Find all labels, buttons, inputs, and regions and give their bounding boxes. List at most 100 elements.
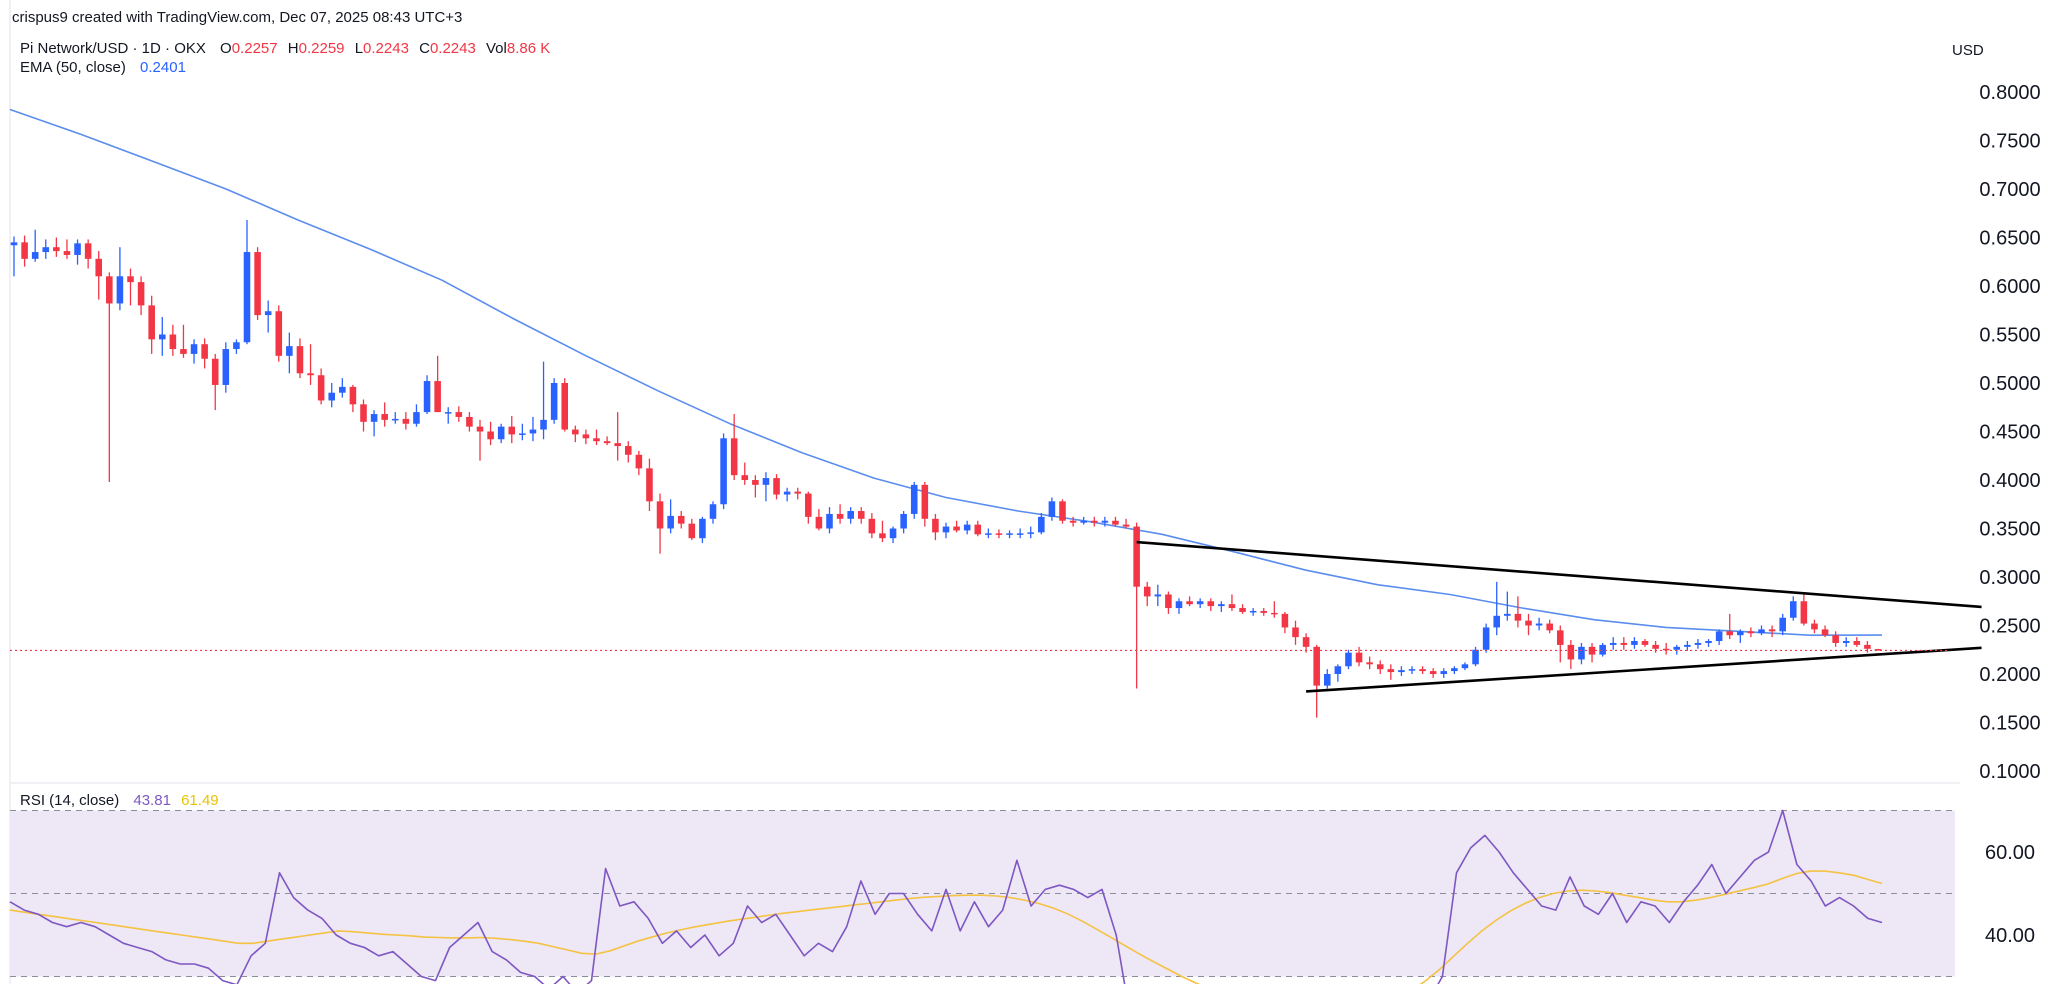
candle-body [1165, 594, 1172, 609]
candle-up [1154, 584, 1162, 607]
candle-up [1694, 639, 1702, 649]
candle-body [1461, 664, 1469, 669]
candle-down [805, 491, 812, 524]
price-tick-label: 0.6000 [1979, 276, 2040, 298]
candle-up [1196, 598, 1204, 609]
candle-down [1747, 627, 1755, 638]
lower-trendline[interactable] [1306, 646, 1982, 693]
candle-down [360, 399, 367, 432]
candle-body [21, 242, 28, 259]
candle-up [529, 416, 537, 442]
candle-body [1069, 520, 1077, 523]
candle-body [995, 533, 1003, 535]
candle-down [688, 518, 696, 541]
candle-down [402, 412, 410, 430]
candle-up [1599, 642, 1606, 657]
candle-down [127, 268, 134, 306]
candle-up [900, 511, 907, 534]
candle-up [985, 528, 992, 539]
candle-down [656, 493, 664, 554]
candle-down [1525, 613, 1532, 636]
candle-up [1504, 591, 1511, 621]
candle-down [1821, 625, 1829, 638]
candle-down [1376, 660, 1384, 674]
candle-body [1451, 668, 1458, 672]
candle-up [1631, 637, 1638, 649]
ema-label: EMA (50, close) [20, 59, 126, 76]
candle-body [1429, 671, 1437, 674]
candle-down [921, 481, 929, 527]
low-value: 0.2243 [363, 40, 409, 57]
candle-body [1641, 641, 1649, 645]
candle-body [1175, 601, 1183, 609]
candle-up [1578, 642, 1585, 665]
price-tick-label: 0.1500 [1979, 713, 2040, 735]
candle-down [211, 353, 219, 411]
candle-down [879, 520, 886, 543]
candle-body [1737, 631, 1744, 636]
upper-trendline[interactable] [1136, 540, 1982, 609]
candle-body [741, 475, 749, 480]
candle-down [1366, 656, 1373, 670]
candle-up [1535, 617, 1543, 631]
candle-down [466, 412, 473, 432]
candle-body [402, 418, 410, 424]
candle-body [805, 493, 812, 517]
ema-legend[interactable]: EMA (50, close) 0.2401 [20, 59, 186, 76]
candle-body [1864, 644, 1871, 649]
rsi-background [10, 810, 1955, 977]
candle-up [222, 342, 230, 393]
candle-body [1874, 649, 1882, 651]
candle-body [1133, 526, 1140, 587]
candle-body [349, 386, 357, 405]
candle-down [1292, 620, 1299, 645]
candle-down [169, 324, 177, 356]
candle-up [1323, 669, 1331, 689]
candle-down [752, 475, 759, 498]
candle-up [1715, 629, 1723, 645]
candle-down [572, 425, 579, 443]
candle-up [667, 499, 674, 534]
candle-up [699, 516, 706, 544]
candle-body [254, 252, 261, 316]
candle-body [1207, 601, 1215, 607]
candle-body [497, 426, 505, 440]
candle-down [1313, 644, 1320, 718]
candle-down [1567, 640, 1575, 670]
candle-up [1482, 623, 1490, 653]
candle-up [1779, 613, 1786, 636]
candle-up [826, 507, 833, 534]
candle-body [942, 526, 950, 533]
candle-body [180, 349, 187, 354]
candle-up [942, 522, 950, 539]
candle-up [1249, 608, 1257, 616]
candle-body [593, 438, 600, 442]
candle-up [370, 410, 378, 437]
symbol-legend[interactable]: Pi Network/USD · 1D · OKX O0.2257 H0.225… [20, 40, 550, 57]
open-label: O [220, 40, 232, 57]
candle-body [413, 412, 420, 424]
candle-body [84, 243, 92, 259]
price-axis: 0.8000 0.7500 0.7000 0.6500 0.6000 0.5500 0.50… [1979, 82, 2040, 783]
candle-down [932, 513, 939, 541]
price-tick-label: 0.5000 [1979, 373, 2040, 395]
candle-body [1186, 601, 1193, 605]
currency-label[interactable]: USD [1952, 42, 1984, 59]
candle-body [720, 438, 727, 505]
candle-body [286, 346, 293, 356]
candle-body [1239, 608, 1246, 612]
candle-body [1832, 635, 1839, 643]
rsi-legend[interactable]: RSI (14, close) 43.81 61.49 [20, 792, 219, 809]
candle-body [148, 305, 155, 340]
candle-body [339, 386, 346, 393]
candle-down [953, 520, 960, 533]
candle-body [677, 515, 685, 524]
candle-down [1260, 608, 1268, 616]
candle-body [1048, 501, 1056, 517]
candle-body [773, 478, 780, 495]
candle-down [1832, 631, 1839, 647]
candle-body [1027, 532, 1035, 534]
candle-up [116, 247, 124, 311]
candle-body [921, 484, 929, 519]
